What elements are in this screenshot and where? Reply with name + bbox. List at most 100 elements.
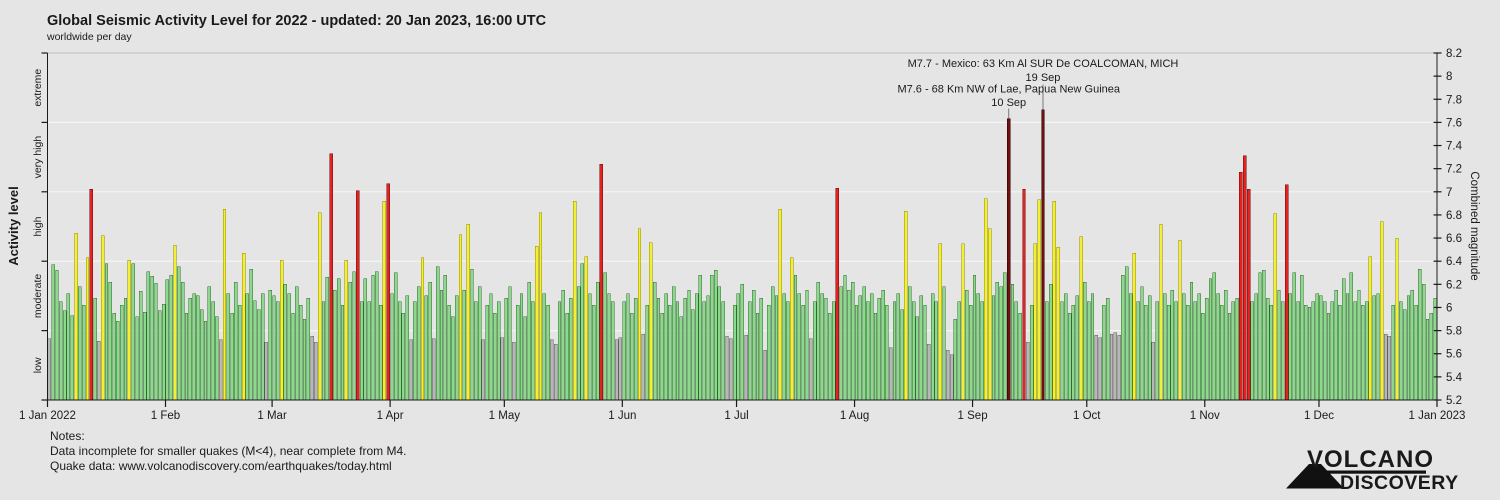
bar-day-108	[455, 295, 459, 401]
bar-day-123	[512, 341, 516, 401]
bar-day-1	[47, 338, 52, 401]
bar-day-219	[877, 297, 881, 401]
bar-day-112	[470, 269, 474, 401]
bar-day-253	[1007, 118, 1011, 401]
bar-day-80	[348, 281, 352, 401]
bar-day-187	[755, 313, 760, 401]
bar-day-54	[249, 269, 253, 401]
bar-day-182	[736, 293, 741, 401]
bar-day-209	[839, 286, 843, 401]
bar-day-36	[180, 281, 185, 401]
bar-day-302	[1193, 301, 1197, 401]
right-axis-tick-label: 7.4	[1446, 141, 1463, 153]
bar-day-169	[687, 289, 691, 401]
bar-day-84	[363, 278, 368, 401]
bar-day-364	[1429, 313, 1433, 401]
right-axis-tick-label: 6.2	[1446, 279, 1462, 291]
bar-day-155	[633, 297, 638, 401]
bar-day-350	[1376, 293, 1380, 401]
bar-day-296	[1170, 289, 1175, 401]
bar-day-245	[976, 293, 980, 401]
bar-day-119	[496, 301, 501, 401]
bar-day-363	[1425, 318, 1430, 401]
bar-day-135	[557, 301, 562, 401]
bar-day-2	[51, 264, 55, 401]
bar-day-136	[561, 289, 566, 401]
month-tick-label: 1 Apr	[377, 410, 404, 422]
bar-day-340	[1338, 304, 1342, 401]
bar-day-161	[656, 297, 661, 401]
bar-day-243	[968, 304, 973, 401]
bar-day-163	[664, 293, 668, 401]
bar-day-297	[1174, 301, 1178, 401]
bar-day-330	[1300, 274, 1304, 401]
bar-day-118	[493, 313, 497, 401]
bar-day-365	[1433, 297, 1437, 401]
bar-day-141	[580, 263, 585, 401]
bar-day-53	[245, 293, 250, 401]
bar-day-165	[672, 286, 676, 401]
right-axis-tick-label: 7.6	[1446, 117, 1462, 129]
bar-day-356	[1399, 301, 1403, 401]
bar-day-309	[1220, 304, 1224, 401]
bar-day-144	[592, 304, 596, 401]
bar-day-34	[173, 244, 177, 401]
bar-day-159	[649, 242, 653, 401]
bar-day-264	[1048, 284, 1053, 401]
bar-day-292	[1155, 301, 1159, 401]
bar-day-276	[1094, 334, 1098, 401]
bar-day-300	[1185, 304, 1190, 401]
bar-day-239	[953, 318, 958, 401]
bar-day-49	[230, 313, 234, 401]
bar-day-223	[892, 301, 897, 401]
bar-day-105	[443, 274, 448, 401]
bar-day-238	[949, 354, 954, 401]
logo-word-discovery: DISCOVERY	[1340, 472, 1459, 494]
bar-day-218	[873, 313, 878, 401]
bar-day-317	[1250, 301, 1255, 401]
bar-day-333	[1311, 301, 1315, 401]
bar-day-180	[729, 338, 733, 401]
bar-day-255	[1014, 301, 1019, 401]
bar-day-89	[382, 200, 387, 401]
bar-day-289	[1144, 304, 1148, 401]
bar-day-192	[774, 295, 779, 401]
chart-title: Global Seismic Activity Level for 2022 -…	[47, 13, 547, 29]
activity-level-label-low: low	[32, 357, 44, 373]
bar-day-86	[371, 274, 375, 401]
bar-day-116	[485, 304, 489, 401]
bar-day-63	[283, 284, 288, 401]
month-tick-label: 1 Mar	[257, 410, 287, 422]
chart-subtitle: worldwide per day	[46, 31, 132, 43]
bar-day-140	[576, 286, 581, 401]
notes-line-2: Quake data: www.volcanodiscovery.com/ear…	[50, 459, 392, 473]
bar-day-247	[984, 198, 988, 401]
month-tick-label: 1 Aug	[840, 410, 869, 422]
bar-day-21	[123, 297, 128, 401]
bar-day-336	[1322, 301, 1327, 401]
bar-day-137	[565, 313, 569, 401]
bar-day-11	[85, 257, 90, 401]
bar-day-220	[881, 289, 885, 401]
bar-day-329	[1296, 301, 1300, 401]
bar-day-145	[595, 281, 600, 401]
bar-day-127	[527, 281, 531, 401]
activity-level-label-moderate: moderate	[32, 274, 44, 319]
bar-day-294	[1163, 293, 1167, 401]
bar-day-226	[904, 211, 908, 401]
right-axis-tick-label: 7.8	[1446, 94, 1462, 106]
bar-day-357	[1402, 309, 1407, 401]
bar-day-171	[694, 293, 699, 401]
bar-day-207	[831, 301, 836, 401]
bar-day-50	[234, 281, 238, 401]
bar-day-174	[706, 295, 710, 401]
bar-day-88	[378, 304, 383, 401]
volcano-icon	[1286, 464, 1344, 489]
bar-day-19	[116, 321, 120, 401]
bar-day-104	[439, 289, 444, 401]
bar-day-347	[1364, 301, 1369, 401]
bar-day-120	[500, 337, 505, 401]
bar-day-16	[104, 263, 109, 401]
annotation-m76-title: M7.6 - 68 Km NW of Lae, Papua New Guinea	[897, 84, 1120, 96]
bar-day-71	[314, 341, 318, 401]
